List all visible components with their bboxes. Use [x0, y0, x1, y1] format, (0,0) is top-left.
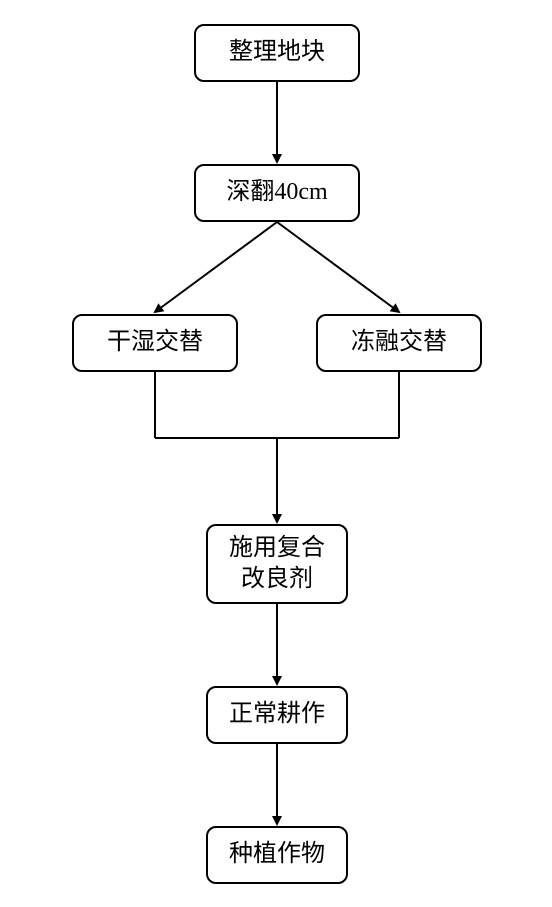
arrow-n6-n7	[0, 0, 552, 907]
